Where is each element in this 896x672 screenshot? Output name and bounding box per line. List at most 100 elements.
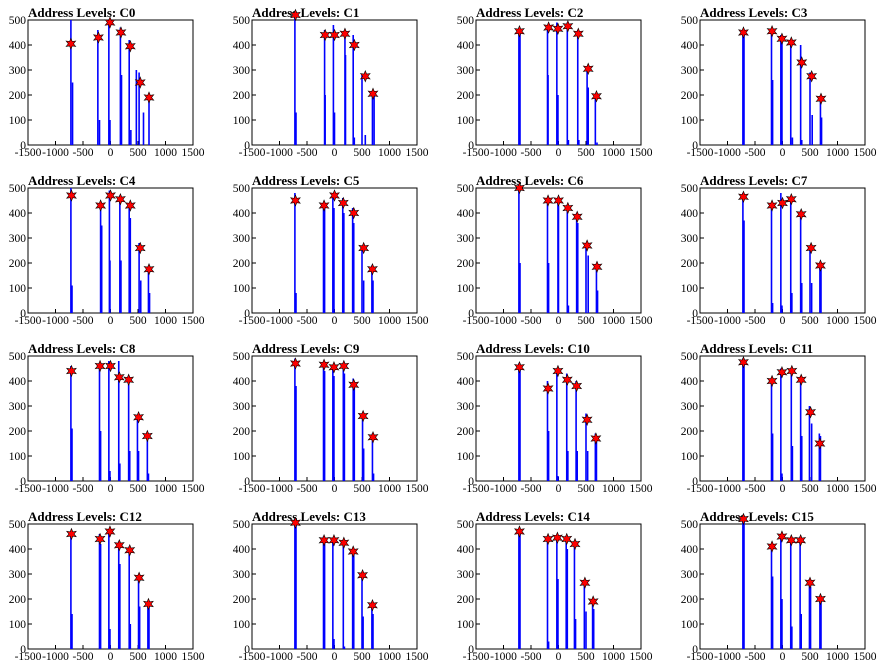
y-tick-label: 400 xyxy=(457,40,475,52)
peak-marker xyxy=(113,370,125,384)
y-tick-label: 500 xyxy=(233,15,251,27)
x-tick-label: -1500 xyxy=(687,651,714,663)
x-tick-label: -500 xyxy=(296,483,317,495)
y-tick-label: 300 xyxy=(457,401,475,413)
y-tick-label: 300 xyxy=(457,65,475,77)
y-tick-label: 100 xyxy=(9,619,27,631)
subplot-9: Address Levels: C90100200300400500-1500-… xyxy=(233,341,429,495)
subplot-title: Address Levels: C4 xyxy=(28,173,136,188)
peak-marker xyxy=(777,196,788,210)
peak-marker xyxy=(124,199,136,212)
peak-marker xyxy=(814,592,826,606)
x-tick-label: 500 xyxy=(353,147,371,159)
peak-marker xyxy=(542,532,554,546)
x-tick-label: -1000 xyxy=(266,147,293,159)
subplot-7: Address Levels: C70100200300400500-1500-… xyxy=(681,173,877,327)
peak-marker xyxy=(133,571,145,585)
y-tick-label: 500 xyxy=(457,183,475,195)
peak-marker xyxy=(571,379,583,393)
x-tick-label: 1500 xyxy=(854,651,877,663)
y-tick-label: 100 xyxy=(233,619,251,631)
peak-marker xyxy=(590,432,602,445)
x-tick-label: 1000 xyxy=(378,147,401,159)
subplot-1: Address Levels: C10100200300400500-1500-… xyxy=(233,5,429,159)
y-tick-label: 300 xyxy=(233,401,251,413)
peak-marker xyxy=(766,374,778,388)
x-tick-label: 1000 xyxy=(378,651,401,663)
peak-marker xyxy=(805,405,817,419)
y-tick-label: 300 xyxy=(233,569,251,581)
peak-marker xyxy=(795,373,807,387)
x-tick-label: -1000 xyxy=(490,483,517,495)
x-tick-label: 500 xyxy=(129,147,147,159)
y-tick-label: 100 xyxy=(457,619,475,631)
x-tick-label: 500 xyxy=(129,483,147,495)
subplot-5: Address Levels: C50100200300400500-1500-… xyxy=(233,173,429,327)
y-tick-label: 200 xyxy=(9,258,27,270)
x-tick-label: -1500 xyxy=(687,483,714,495)
x-tick-label: -1500 xyxy=(239,315,266,327)
y-tick-label: 200 xyxy=(681,90,699,102)
y-tick-label: 200 xyxy=(233,90,251,102)
x-tick-label: -500 xyxy=(520,147,541,159)
peak-marker xyxy=(114,192,126,206)
subplot-title: Address Levels: C12 xyxy=(28,509,142,524)
x-tick-label: 1000 xyxy=(154,147,177,159)
peak-marker xyxy=(815,92,827,106)
peak-marker xyxy=(289,357,301,370)
y-tick-label: 0 xyxy=(20,308,26,320)
peak-marker xyxy=(337,196,349,210)
y-tick-label: 200 xyxy=(457,594,475,606)
peak-marker xyxy=(65,527,77,541)
peak-marker xyxy=(134,76,146,89)
x-tick-label: -1500 xyxy=(15,315,42,327)
y-tick-label: 300 xyxy=(681,401,699,413)
y-tick-label: 300 xyxy=(233,233,251,245)
peak-marker xyxy=(543,21,555,34)
y-tick-label: 500 xyxy=(681,15,699,27)
peak-marker xyxy=(94,532,106,546)
x-tick-label: -1000 xyxy=(42,147,69,159)
x-tick-label: 500 xyxy=(577,147,595,159)
y-tick-label: 400 xyxy=(9,376,27,388)
subplot-3: Address Levels: C30100200300400500-1500-… xyxy=(681,5,877,159)
peak-marker xyxy=(65,364,77,378)
peak-marker xyxy=(805,241,817,255)
x-tick-label: 1500 xyxy=(182,651,205,663)
x-tick-label: -500 xyxy=(72,315,93,327)
peak-marker xyxy=(587,595,599,608)
x-tick-label: 0 xyxy=(108,147,114,159)
peak-marker xyxy=(737,190,749,204)
x-tick-label: -1000 xyxy=(42,315,69,327)
y-tick-label: 0 xyxy=(468,140,474,152)
x-tick-label: 1000 xyxy=(602,483,625,495)
peak-marker xyxy=(786,364,798,378)
x-tick-label: -500 xyxy=(744,651,765,663)
x-tick-label: 500 xyxy=(801,315,819,327)
x-tick-label: 0 xyxy=(108,651,114,663)
y-tick-label: 0 xyxy=(692,140,698,152)
subplot-8: Address Levels: C80100200300400500-1500-… xyxy=(9,341,205,495)
peak-marker xyxy=(124,39,136,53)
x-tick-label: 500 xyxy=(353,651,371,663)
y-tick-label: 0 xyxy=(244,140,250,152)
x-tick-label: -1000 xyxy=(266,651,293,663)
subplot-title: Address Levels: C6 xyxy=(476,173,584,188)
peak-marker xyxy=(542,382,554,395)
x-tick-label: 0 xyxy=(332,651,338,663)
peak-marker xyxy=(123,373,135,387)
y-tick-label: 300 xyxy=(9,65,27,77)
x-tick-label: -1500 xyxy=(15,483,42,495)
peak-marker xyxy=(328,533,340,547)
subplot-11: Address Levels: C11 0 100 200 300 400 500 -1500… xyxy=(681,341,877,495)
x-tick-label: 1500 xyxy=(182,147,205,159)
peak-marker xyxy=(329,189,340,202)
x-tick-label: 1500 xyxy=(630,483,653,495)
x-tick-label: -1500 xyxy=(463,483,490,495)
x-tick-label: -1000 xyxy=(714,147,741,159)
y-tick-label: 400 xyxy=(457,376,475,388)
x-tick-label: -1500 xyxy=(15,147,42,159)
x-tick-label: -1000 xyxy=(714,315,741,327)
x-tick-label: 1000 xyxy=(602,651,625,663)
